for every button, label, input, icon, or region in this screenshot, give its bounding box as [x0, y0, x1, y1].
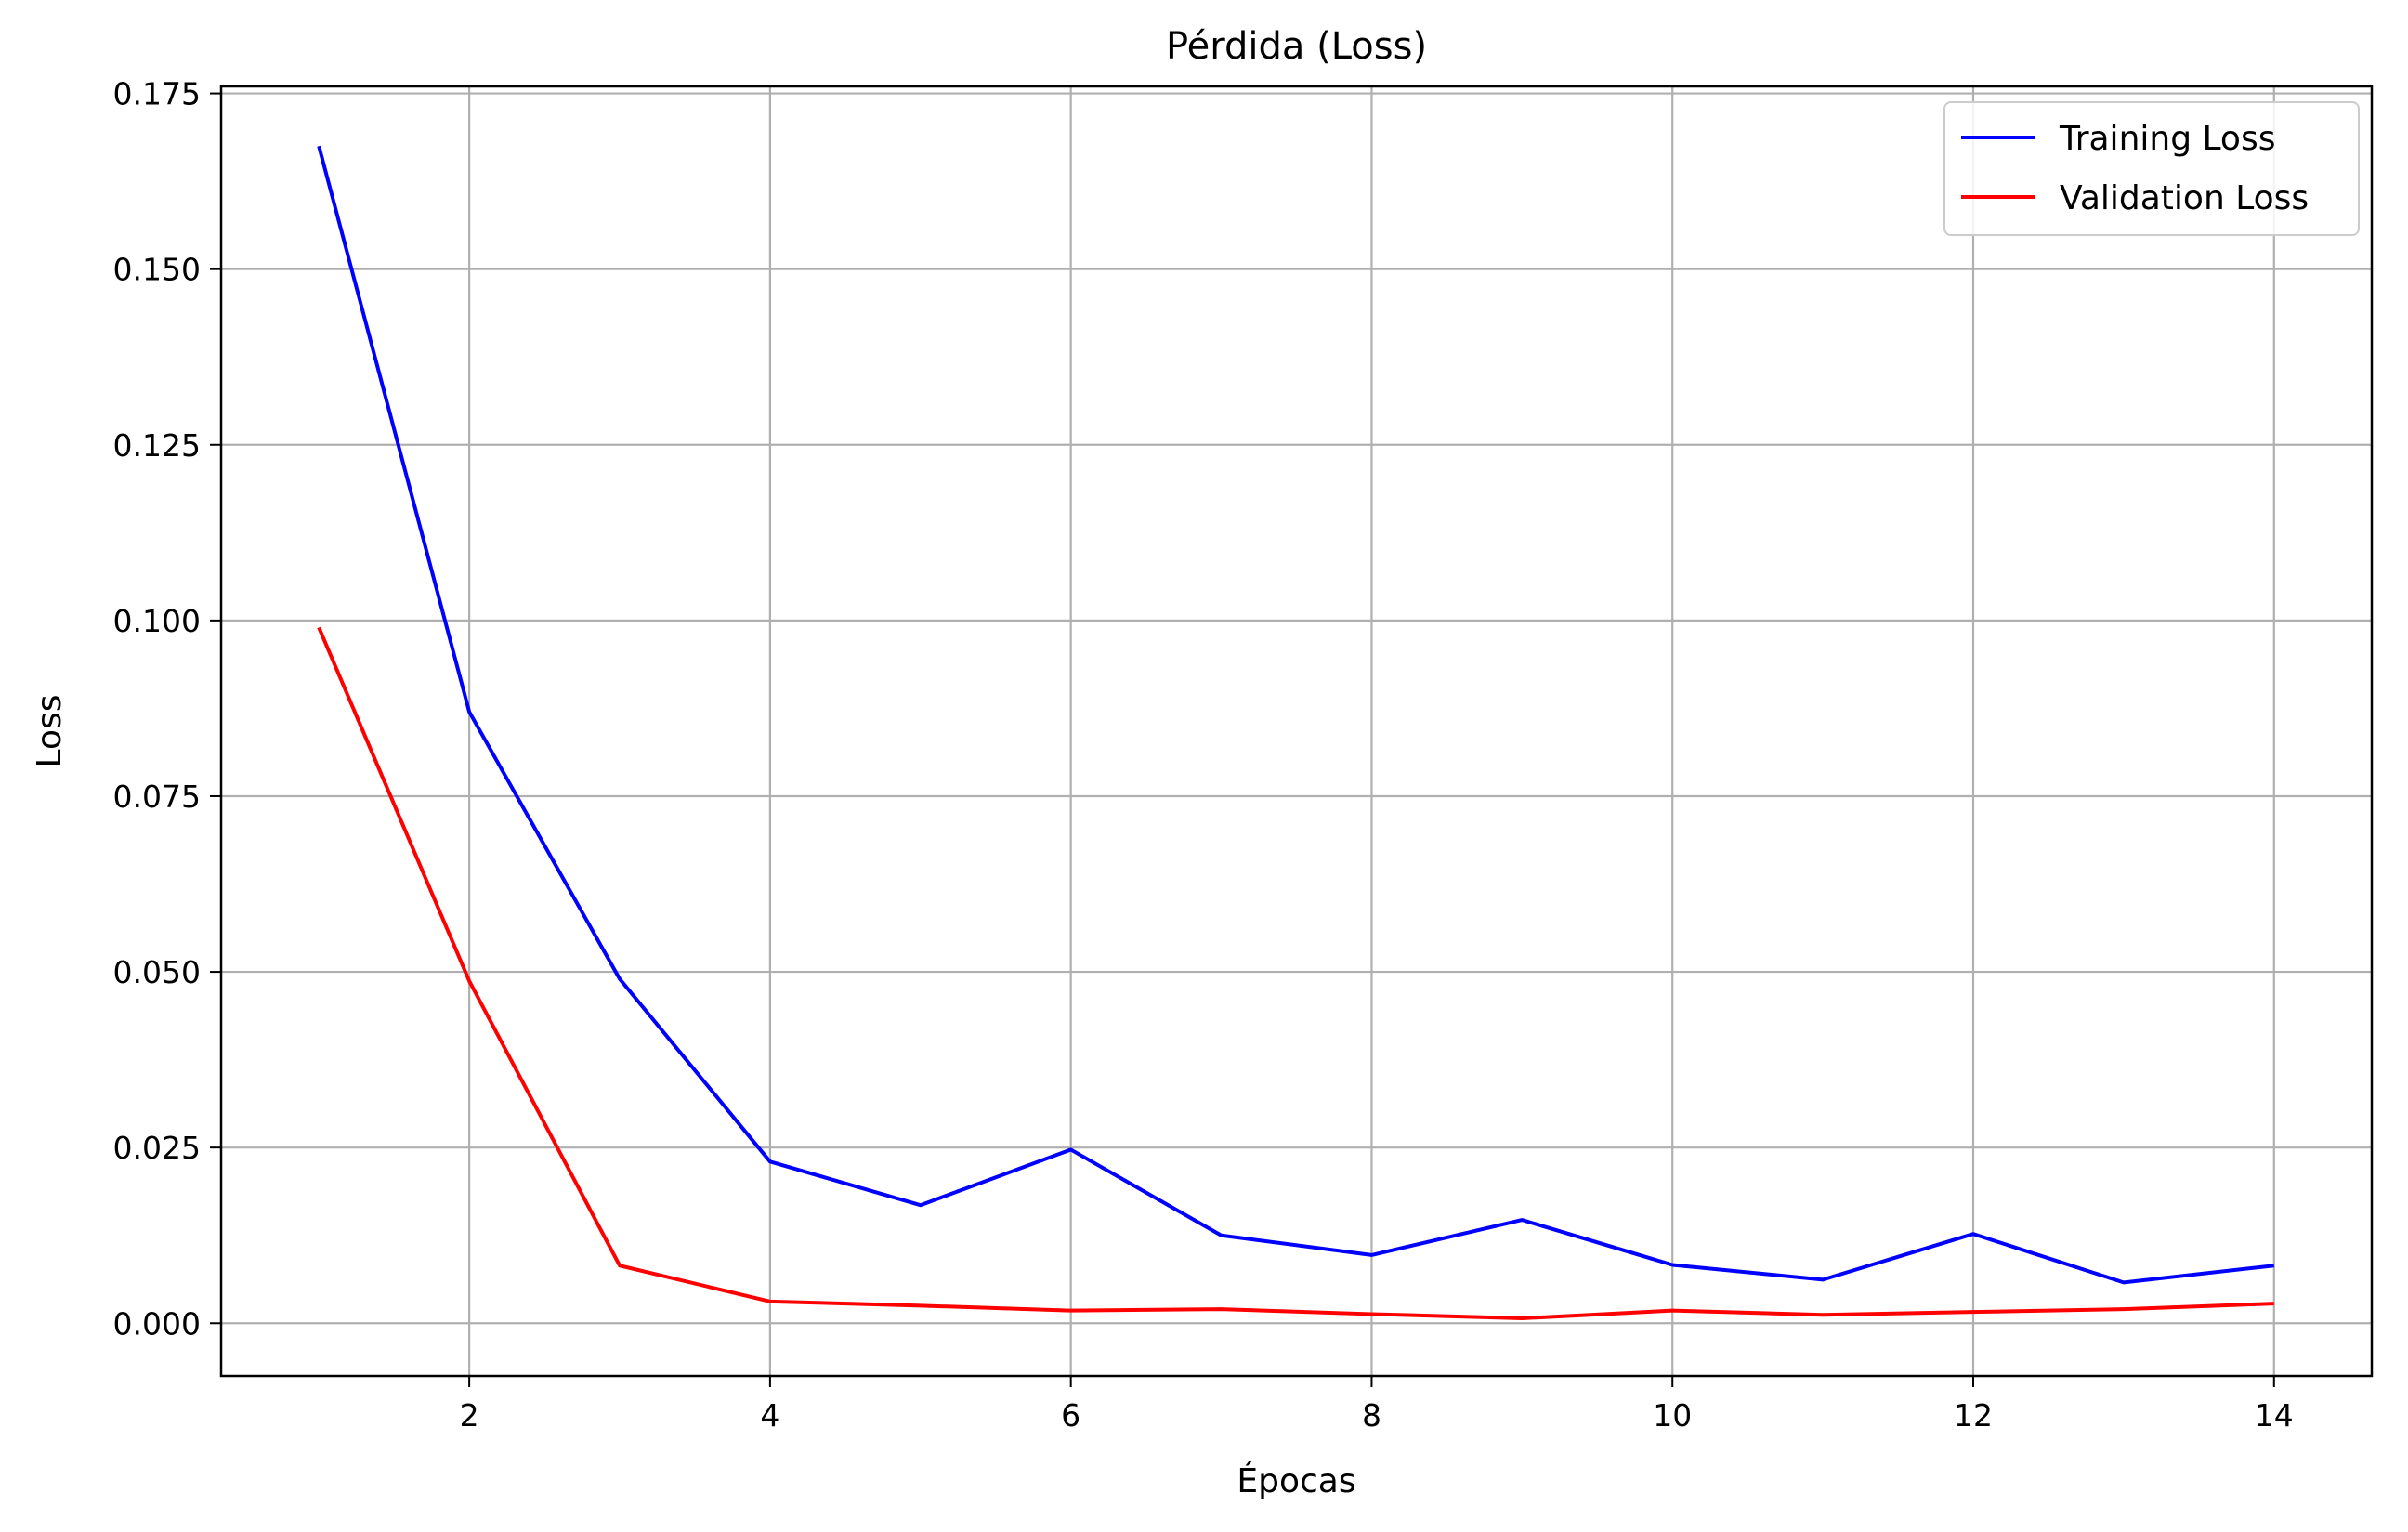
x-tick-label: 10: [1653, 1397, 1692, 1434]
x-tick-label: 4: [760, 1397, 779, 1434]
y-tick-label: 0.125: [113, 427, 201, 464]
series-line-training-loss: [319, 146, 2274, 1282]
legend-label: Training Loss: [2059, 120, 2275, 158]
y-tick-label: 0.050: [113, 954, 201, 990]
x-tick-label: 2: [460, 1397, 479, 1434]
grid-layer: [221, 86, 2372, 1376]
y-tick-label: 0.150: [113, 252, 201, 288]
legend: Training Loss Validation Loss: [1944, 102, 2359, 235]
y-tick-label: 0.100: [113, 603, 201, 639]
legend-label: Validation Loss: [2060, 179, 2309, 217]
x-tick-label: 6: [1061, 1397, 1080, 1434]
x-axis-title: Épocas: [1237, 1461, 1355, 1500]
series-line-validation-loss: [319, 627, 2274, 1318]
plot-frame: [221, 86, 2372, 1376]
x-tick-label: 14: [2255, 1397, 2294, 1434]
y-tick-label: 0.075: [113, 779, 201, 815]
x-tick-label: 8: [1362, 1397, 1381, 1434]
chart-title: Pérdida (Loss): [1166, 25, 1427, 68]
y-tick-label: 0.175: [113, 76, 201, 112]
y-axis-title: Loss: [31, 695, 69, 768]
series-layer: [319, 146, 2274, 1318]
tick-layer: 2 4 6 8 10 12 14 0.000 0.025 0.050 0.075 0.100 0.125…: [113, 76, 2294, 1434]
y-tick-label: 0.025: [113, 1130, 201, 1166]
x-tick-label: 12: [1954, 1397, 1993, 1434]
y-tick-label: 0.000: [113, 1305, 201, 1342]
